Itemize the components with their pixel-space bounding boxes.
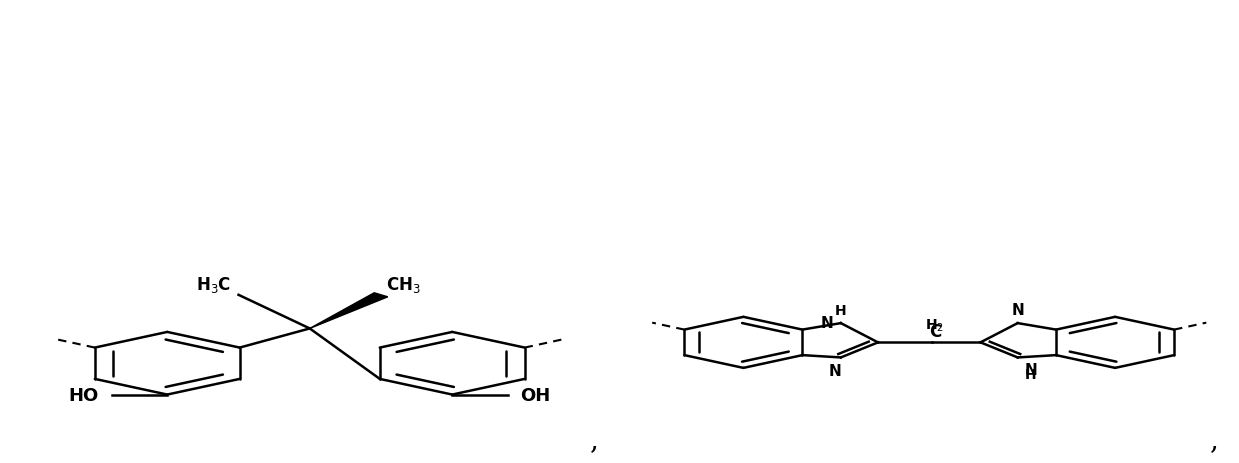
Text: H$_3$C: H$_3$C xyxy=(196,274,230,294)
Text: N: N xyxy=(1011,302,1025,317)
Text: OH: OH xyxy=(520,386,550,404)
Text: ,: , xyxy=(590,426,600,453)
Text: H: H xyxy=(1025,367,1037,382)
Polygon shape xyxy=(310,293,388,329)
Text: CH$_3$: CH$_3$ xyxy=(387,274,421,294)
Text: N: N xyxy=(820,315,834,330)
Text: N: N xyxy=(828,363,841,378)
Text: C: C xyxy=(929,322,940,340)
Text: ,: , xyxy=(1209,426,1219,453)
Text: H: H xyxy=(835,303,846,317)
Text: H$_2$: H$_2$ xyxy=(926,317,944,333)
Text: N: N xyxy=(1025,362,1038,377)
Text: HO: HO xyxy=(69,386,99,404)
